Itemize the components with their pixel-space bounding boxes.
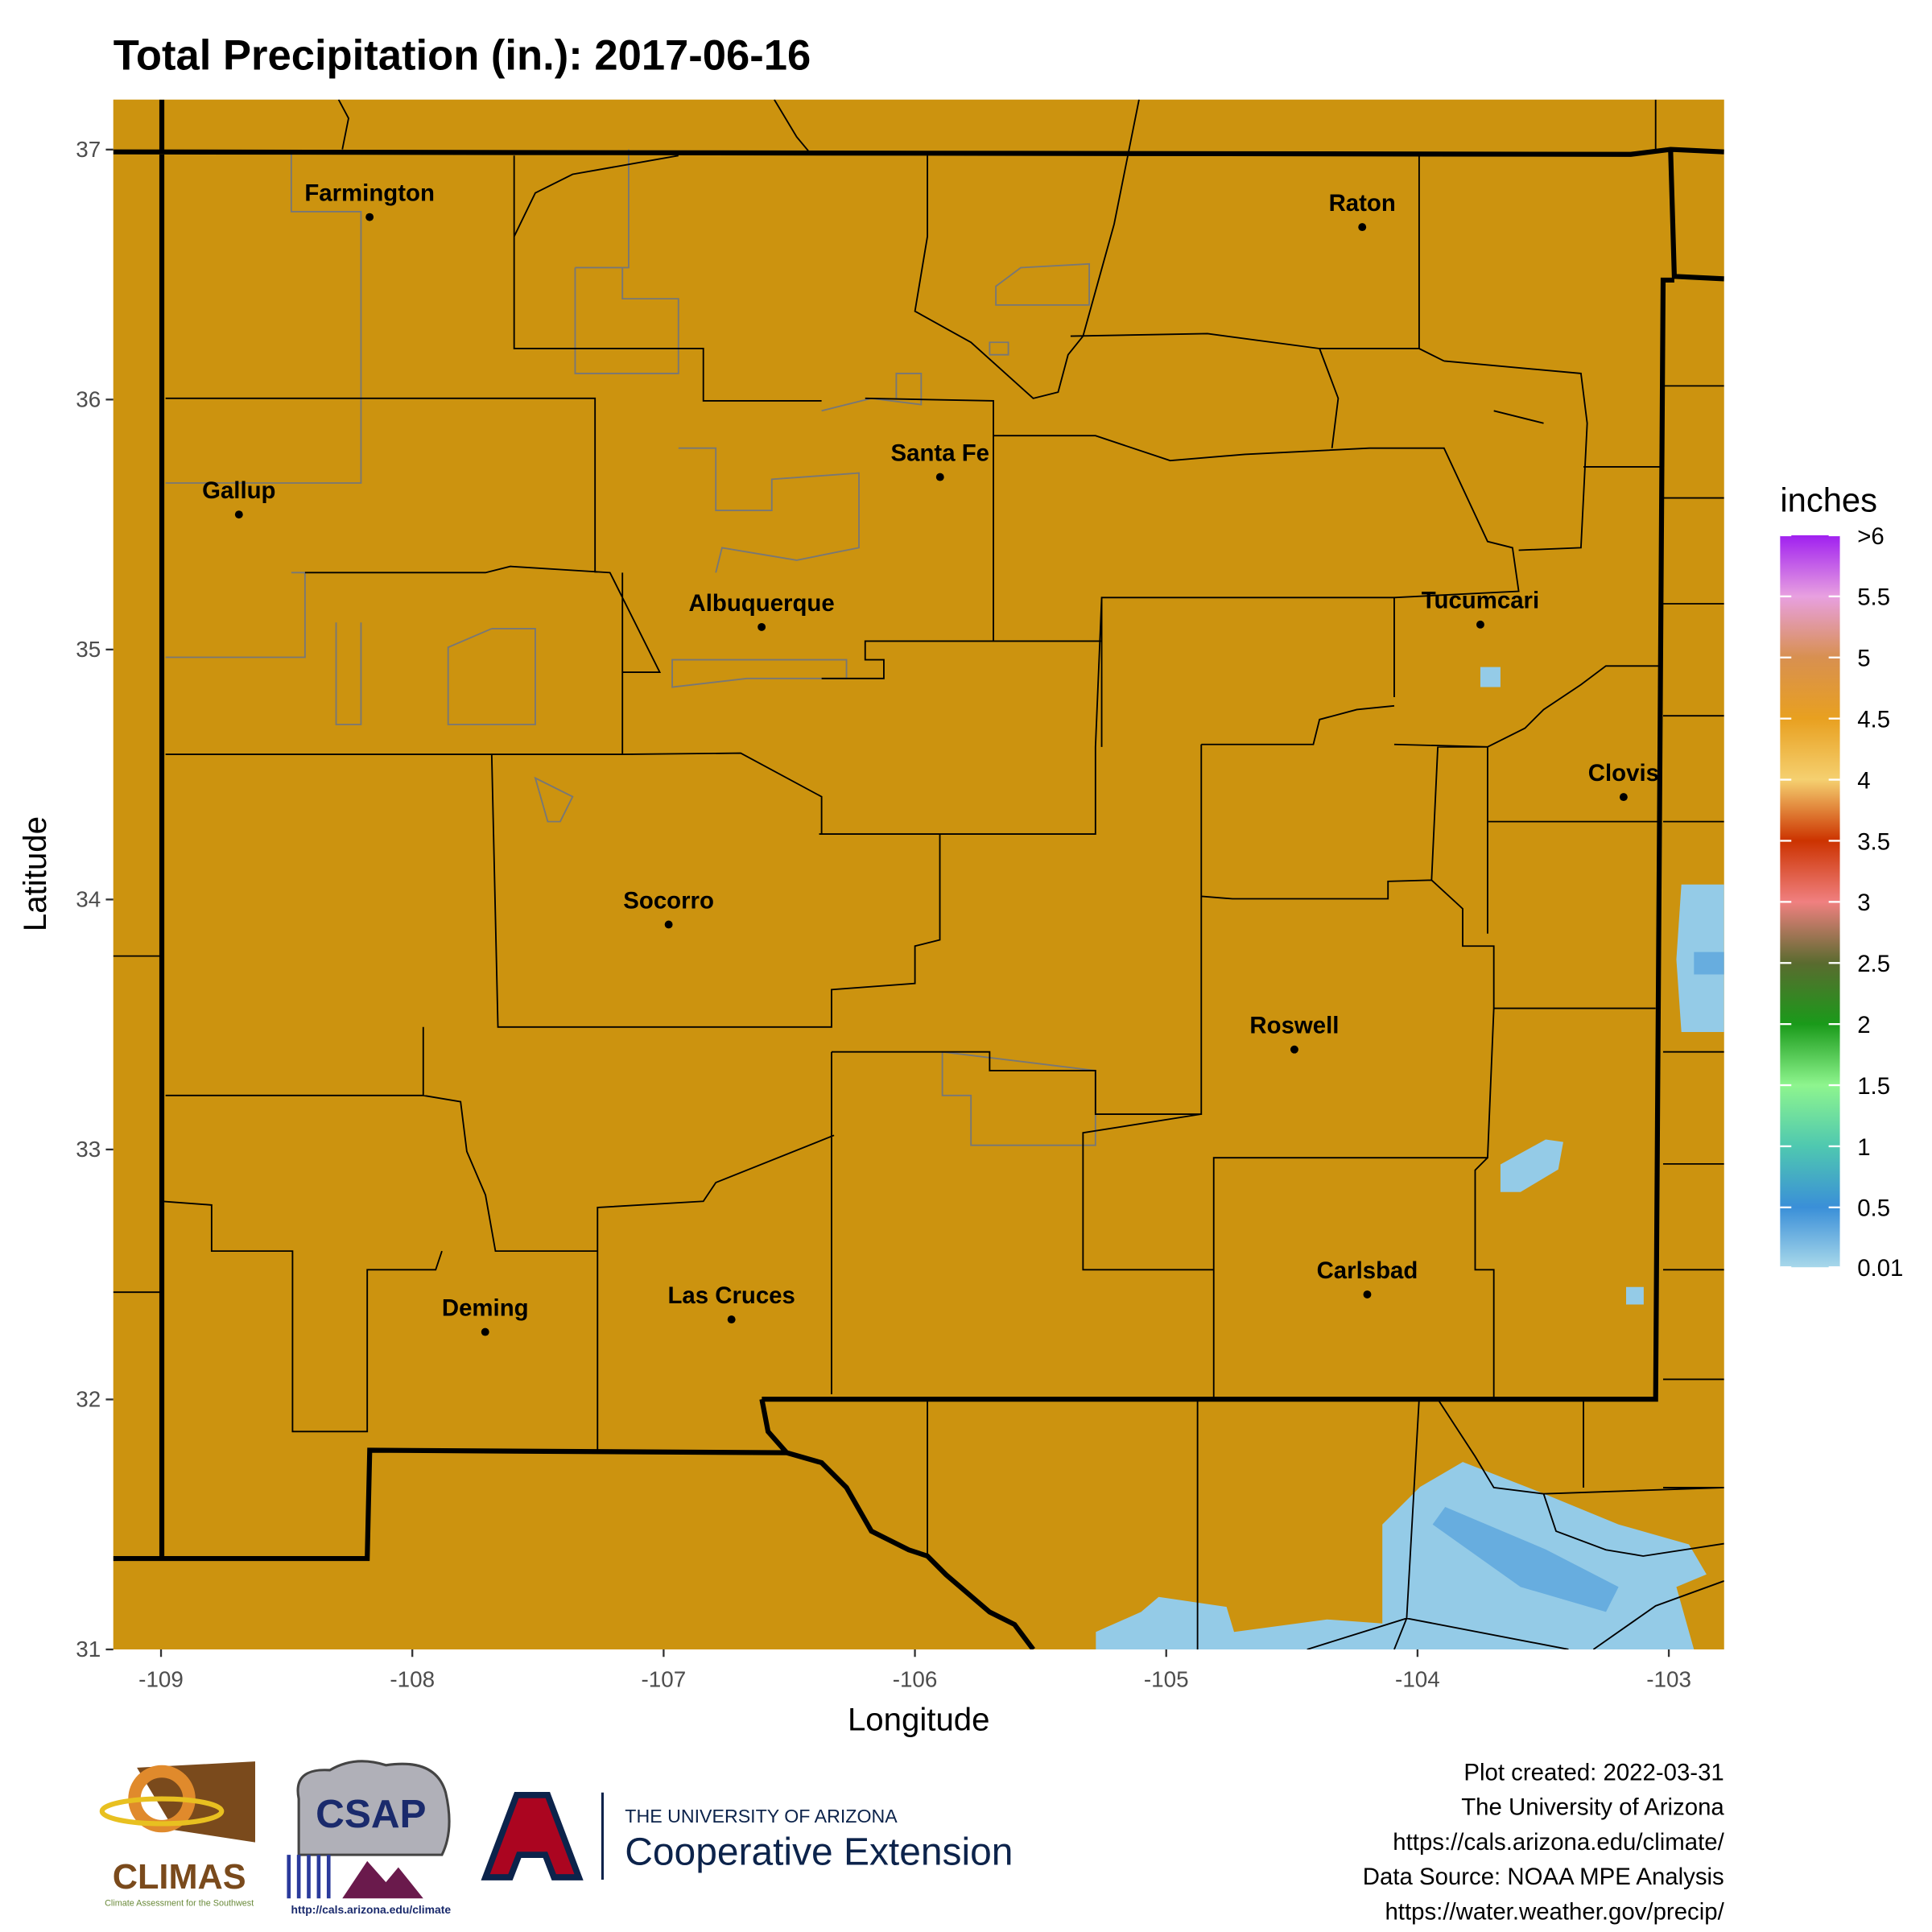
ua-a <box>481 1792 584 1880</box>
y-tick-label: 36 <box>76 387 101 412</box>
footer-line: Data Source: NOAA MPE Analysis <box>1363 1864 1724 1890</box>
legend: 0.01 0.5 1 1.5 2 2.5 3 3.5 4 4.5 5 5.5 >6 <box>1780 523 1903 1282</box>
precip-area <box>1626 1286 1644 1305</box>
city-dot <box>234 510 243 519</box>
city-label: Albuquerque <box>689 590 835 617</box>
precip-area <box>1480 667 1501 687</box>
footer-line: https://cals.arizona.edu/climate/ <box>1393 1829 1724 1856</box>
precip-area <box>1694 952 1724 975</box>
city-label: Santa Fe <box>891 440 989 467</box>
legend-label: 0.5 <box>1857 1195 1890 1222</box>
climas-ring <box>99 1796 225 1827</box>
y-tick-label: 35 <box>76 637 101 662</box>
legend-label: 0.01 <box>1857 1255 1903 1282</box>
legend-label: 4.5 <box>1857 706 1890 733</box>
climas-sub: Climate Assessment for the Southwest <box>105 1899 254 1909</box>
csap-logo: CSAP http://cals.arizona.edu/climate <box>287 1760 452 1916</box>
city-dot <box>727 1315 736 1324</box>
y-axis-label: Latitude <box>17 816 53 931</box>
precip-area <box>1096 1596 1403 1649</box>
boundaries <box>113 99 1724 1649</box>
ua-logo: THE UNIVERSITY OF ARIZONA Cooperative Ex… <box>481 1792 1013 1880</box>
city-dot <box>758 622 766 631</box>
precip-layer <box>1096 667 1724 1649</box>
y-tick-label: 37 <box>76 137 101 162</box>
cities: Farmington Gallup Santa Fe Albuquerque Raton… <box>202 180 1659 1336</box>
city-label: Deming <box>442 1294 529 1321</box>
y-tick-label: 33 <box>76 1137 101 1162</box>
city-dot <box>1290 1045 1298 1054</box>
legend-label: 3.5 <box>1857 828 1890 855</box>
legend-label: 4 <box>1857 767 1870 794</box>
city-dot <box>1358 223 1367 232</box>
climas-logo: CLIMAS Climate Assessment for the Southw… <box>99 1761 256 1909</box>
csap-url: http://cals.arizona.edu/climate <box>291 1903 452 1916</box>
y-tick-label: 32 <box>76 1387 101 1412</box>
legend-label: 3 <box>1857 890 1870 916</box>
legend-label: 2 <box>1857 1012 1870 1038</box>
city-label: Raton <box>1329 190 1396 217</box>
city-dot <box>935 473 944 481</box>
state-borders <box>113 99 1724 1649</box>
legend-label: >6 <box>1857 523 1885 550</box>
city-dot <box>664 920 673 929</box>
legend-label: 5.5 <box>1857 584 1890 611</box>
footer-line: The University of Arizona <box>1461 1794 1724 1821</box>
x-tick-label: -108 <box>390 1666 435 1691</box>
city-label: Carlsbad <box>1317 1257 1418 1284</box>
county-lines <box>113 99 1724 1649</box>
y-tick-label: 34 <box>76 887 101 912</box>
csap-mountains <box>342 1860 423 1899</box>
title: Total Precipitation (in.): 2017-06-16 <box>114 32 811 80</box>
city-dot <box>365 213 374 221</box>
footer-line: Plot created: 2022-03-31 <box>1463 1759 1724 1785</box>
x-tick-label: -105 <box>1144 1666 1189 1691</box>
city-label: Las Cruces <box>667 1282 795 1309</box>
x-tick-label: -106 <box>893 1666 938 1691</box>
y-tick-label: 31 <box>76 1637 101 1662</box>
csap-cloud <box>296 1760 451 1856</box>
city-label: Tucumcari <box>1422 588 1539 614</box>
legend-label: 2.5 <box>1857 951 1890 977</box>
tribal-lands <box>165 149 1096 1146</box>
legend-title: inches <box>1780 481 1877 519</box>
climas-name: CLIMAS <box>113 1858 246 1897</box>
city-label: Farmington <box>304 180 435 207</box>
city-dot <box>481 1327 489 1336</box>
city-label: Socorro <box>623 887 714 914</box>
precip-area <box>1500 1139 1563 1192</box>
x-tick-label: -104 <box>1395 1666 1440 1691</box>
x-tick-label: -107 <box>642 1666 687 1691</box>
city-dot <box>1619 793 1628 802</box>
city-label: Clovis <box>1588 760 1659 786</box>
legend-label: 5 <box>1857 646 1870 672</box>
logos: CLIMAS Climate Assessment for the Southw… <box>99 1760 1013 1916</box>
csap-name: CSAP <box>316 1792 426 1836</box>
city-dot <box>1363 1290 1372 1298</box>
x-tick-label: -103 <box>1646 1666 1691 1691</box>
city-label: Gallup <box>202 477 275 504</box>
map-background <box>113 99 1724 1649</box>
legend-label: 1 <box>1857 1134 1870 1161</box>
footer: Plot created: 2022-03-31 The University o… <box>1363 1759 1725 1925</box>
city-label: Roswell <box>1249 1013 1339 1039</box>
footer-line: https://water.weather.gov/precip/ <box>1385 1899 1724 1926</box>
csap-rain <box>287 1855 331 1899</box>
axes: -109 -108 -107 -106 -105 -104 -103 31 32 33 34 35 36… <box>76 137 1691 1691</box>
legend-label: 1.5 <box>1857 1073 1890 1100</box>
ua-name: THE UNIVERSITY OF ARIZONA <box>625 1806 898 1827</box>
precip-area <box>1432 1506 1619 1612</box>
city-dot <box>1476 620 1484 629</box>
ua-unit: Cooperative Extension <box>625 1831 1013 1873</box>
x-tick-label: -109 <box>138 1666 184 1691</box>
x-axis-label: Longitude <box>848 1701 990 1737</box>
